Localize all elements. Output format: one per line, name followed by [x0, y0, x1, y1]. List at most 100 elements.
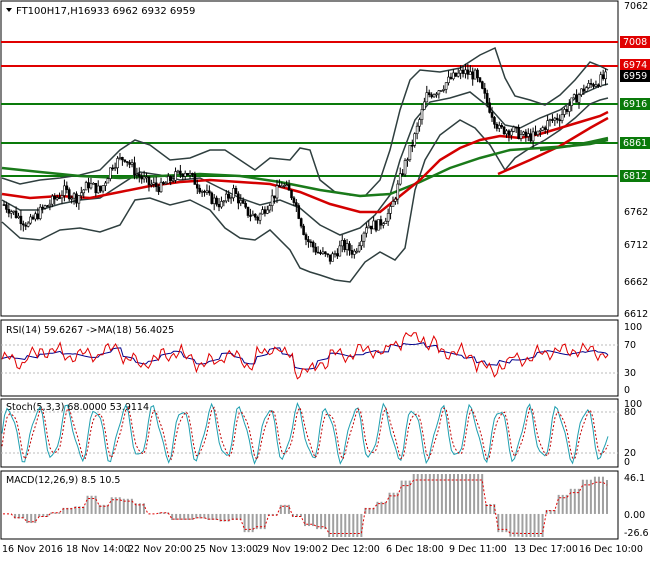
candle-body	[519, 134, 523, 139]
candle-body	[481, 81, 484, 89]
candle-body	[191, 173, 194, 175]
candle-body	[437, 90, 441, 95]
dropdown-triangle-icon[interactable]	[6, 8, 12, 12]
candle-body	[599, 74, 603, 87]
candle-body	[336, 253, 339, 257]
candle-body	[75, 193, 78, 204]
candle-body	[582, 88, 586, 92]
rsi-title: RSI(14) 59.6267 ->MA(18) 56.4025	[6, 325, 174, 336]
candle-body	[292, 197, 296, 203]
candle-body	[282, 185, 286, 187]
candle-body	[589, 83, 593, 85]
candle-body	[215, 197, 218, 205]
candle-body	[558, 119, 561, 122]
candle-body	[478, 77, 482, 82]
current-price-label: 6959	[623, 71, 647, 82]
candle-body	[36, 213, 40, 219]
candle-body	[413, 133, 417, 146]
candle-body	[338, 245, 342, 257]
candle-body	[60, 195, 64, 199]
candle-body	[125, 161, 129, 163]
candle-body	[174, 171, 177, 181]
level-tag-6861	[620, 137, 650, 149]
candle-body	[159, 181, 163, 193]
price-tick: 6662	[624, 277, 648, 288]
candle-body	[570, 97, 574, 106]
candle-body	[92, 182, 95, 185]
candle-body	[497, 125, 501, 129]
candle-body	[249, 215, 252, 217]
candle-body	[408, 144, 412, 160]
candle-body	[348, 243, 351, 251]
candle-body	[53, 195, 57, 200]
candle-body	[266, 209, 269, 214]
candle-body	[594, 84, 598, 87]
candle-body	[507, 130, 511, 136]
candle-body	[237, 193, 240, 204]
candle-body	[164, 182, 168, 185]
candle-body	[432, 94, 436, 98]
time-label: 16 Dec 10:00	[579, 544, 643, 555]
candle-body	[546, 120, 549, 130]
rsi-tick: 30	[624, 368, 636, 379]
candle-body	[543, 127, 547, 130]
time-label: 22 Nov 20:00	[128, 544, 192, 555]
candle-body	[232, 188, 235, 199]
candle-body	[208, 190, 211, 194]
price-axis: 7062 6862 6762 6712 6662 6612	[624, 1, 648, 320]
macd-signal-line	[3, 479, 608, 534]
stoch-indicator: Stoch(5,3,3) 68.0000 53.9114 100 80 20 0	[1, 399, 642, 468]
candle-body	[246, 206, 250, 216]
candle-body	[270, 195, 274, 206]
candle-body	[309, 241, 313, 244]
candle-body	[295, 202, 298, 206]
time-label: 13 Dec 17:00	[514, 544, 578, 555]
candle-body	[19, 215, 23, 225]
candle-body	[152, 182, 156, 185]
candle-body	[493, 117, 496, 125]
candle-body	[526, 133, 530, 137]
candle-body	[466, 69, 470, 75]
candle-body	[220, 201, 223, 208]
candle-body	[403, 160, 407, 175]
candle-body	[34, 213, 37, 220]
candle-body	[353, 250, 356, 255]
candle-body	[536, 130, 540, 135]
candle-body	[534, 131, 537, 135]
candle-body	[29, 216, 32, 224]
candle-body	[514, 126, 518, 129]
candle-body	[9, 211, 13, 214]
candle-body	[597, 84, 600, 87]
candle-body	[524, 131, 528, 137]
candle-body	[302, 225, 305, 235]
candle-body	[285, 184, 288, 187]
candle-body	[241, 200, 245, 204]
candle-body	[157, 186, 160, 193]
candle-body	[304, 234, 308, 240]
candle-body	[109, 167, 112, 179]
candle-body	[386, 213, 390, 222]
candle-body	[63, 185, 66, 196]
level-tag-6812	[620, 170, 650, 182]
candle-body	[505, 130, 508, 135]
candle-body	[360, 240, 363, 247]
candle-body	[193, 174, 197, 185]
price-tick: 6762	[624, 207, 648, 218]
candle-body	[130, 162, 134, 165]
candle-body	[113, 167, 117, 170]
level-tag-label: 6812	[623, 171, 647, 182]
macd-title: MACD(12,26,9) 8.5 10.5	[6, 475, 120, 486]
mid-band	[1, 83, 609, 236]
candle-body	[584, 87, 588, 92]
candle-body	[101, 185, 105, 192]
candle-body	[70, 197, 73, 200]
candle-body	[166, 176, 170, 184]
rsi-pane[interactable]	[0, 319, 619, 397]
price-tick: 6612	[624, 309, 648, 320]
price-pane[interactable]	[0, 0, 619, 317]
candle-body	[89, 183, 93, 189]
candle-body	[198, 187, 201, 193]
macd-tick: 0.00	[624, 510, 645, 521]
candle-body	[548, 119, 552, 121]
